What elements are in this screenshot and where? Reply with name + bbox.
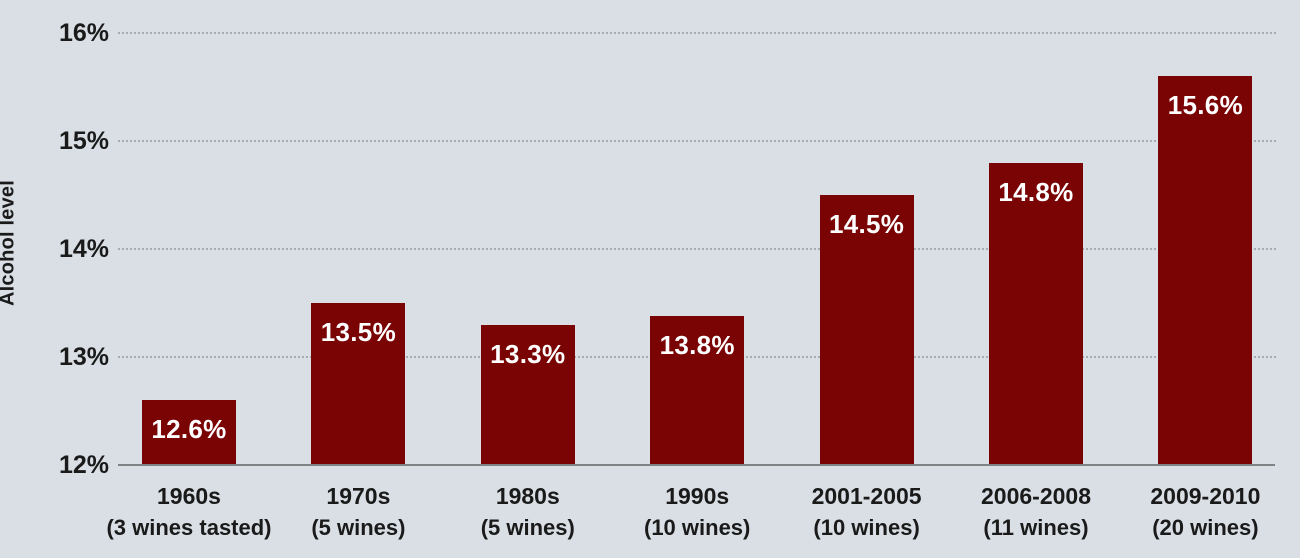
bar: 14.8% (989, 162, 1083, 464)
y-tick-label: 15% (58, 127, 109, 155)
x-category-wine-count: (11 wines) (983, 515, 1089, 540)
x-category-wine-count: (3 wines tasted) (106, 515, 272, 540)
y-tick-label: 16% (58, 19, 109, 47)
bar: 13.5% (311, 303, 406, 464)
x-category-wine-count: (5 wines) (311, 515, 406, 540)
bar-value-label: 15.6% (1167, 90, 1243, 121)
x-category-wine-count: (10 wines) (644, 515, 751, 540)
bar: 14.5% (819, 195, 914, 464)
x-category-period: 1990s (665, 483, 730, 509)
y-tick-label: 13% (58, 343, 109, 371)
x-category-label: 1970s (5 wines) (258, 481, 458, 543)
x-category-label: 1960s (3 wines tasted) (89, 481, 289, 543)
bar-value-label: 14.8% (998, 176, 1074, 207)
x-category-label: 2006-2008 (11 wines) (936, 481, 1136, 543)
x-category-period: 2001-2005 (811, 483, 922, 509)
gridline (118, 32, 1276, 34)
x-category-label: 2001-2005 (10 wines) (767, 481, 967, 543)
bar-value-label: 12.6% (151, 414, 227, 445)
gridline (118, 248, 1276, 250)
bar: 13.3% (480, 324, 575, 464)
x-category-label: 1980s (5 wines) (428, 481, 628, 543)
x-category-period: 1970s (326, 483, 391, 509)
gridline (118, 140, 1276, 142)
x-category-period: 2006-2008 (981, 483, 1091, 509)
x-category-wine-count: (10 wines) (813, 515, 920, 540)
bar-value-label: 13.5% (320, 317, 396, 347)
bar-value-label: 13.3% (490, 338, 566, 369)
x-category-label: 2009-2010 (20 wines) (1105, 481, 1300, 543)
y-axis-title-text: Alcohol level (0, 180, 19, 306)
bar-value-label: 13.8% (659, 329, 735, 360)
x-category-period: 1960s (157, 483, 221, 509)
bar: 15.6% (1158, 76, 1253, 464)
y-tick-label: 12% (58, 451, 109, 479)
bar: 12.6% (142, 400, 236, 464)
x-axis-line (118, 464, 1275, 466)
y-tick-label: 14% (58, 235, 109, 263)
x-category-period: 1980s (495, 483, 560, 509)
x-category-wine-count: (5 wines) (480, 515, 575, 540)
bar-value-label: 14.5% (828, 209, 905, 239)
x-category-wine-count: (20 wines) (1152, 515, 1259, 540)
x-category-period: 2009-2010 (1150, 483, 1261, 509)
bar: 13.8% (650, 315, 745, 464)
x-category-label: 1990s (10 wines) (597, 481, 797, 543)
